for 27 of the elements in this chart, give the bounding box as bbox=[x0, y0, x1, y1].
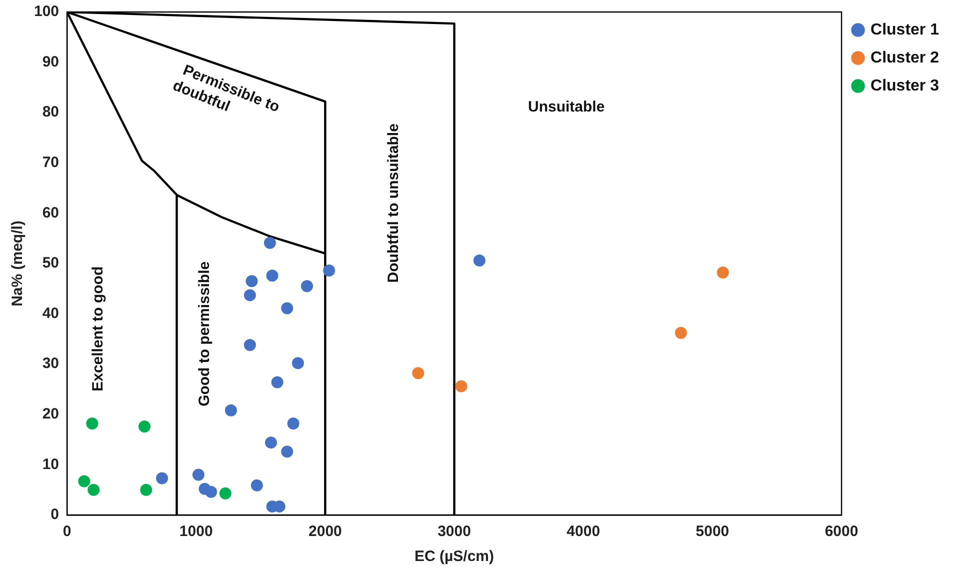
x-tick-label: 3000 bbox=[438, 523, 471, 540]
annotation: Unsuitable bbox=[528, 98, 605, 116]
x-tick-label: 1000 bbox=[179, 523, 213, 540]
y-tick-label: 10 bbox=[42, 456, 60, 473]
y-axis-title: Na% (meq/l) bbox=[9, 220, 26, 306]
legend-label: Cluster 1 bbox=[870, 21, 940, 38]
x-tick-label: 0 bbox=[62, 523, 72, 540]
y-tick-label: 40 bbox=[42, 304, 60, 322]
legend-label: Cluster 3 bbox=[870, 77, 940, 94]
y-tick-label: 100 bbox=[34, 3, 60, 20]
y-tick-label: 20 bbox=[42, 406, 60, 423]
y-tick-label: 30 bbox=[42, 355, 60, 372]
annotation: Doubtful to unsuitable bbox=[384, 124, 402, 283]
y-tick-label: 60 bbox=[42, 204, 60, 222]
x-tick-label: 5000 bbox=[696, 523, 730, 540]
x-axis-title: EC (µS/cm) bbox=[414, 548, 494, 566]
y-tick-label: 50 bbox=[42, 254, 60, 272]
x-tick-label: 6000 bbox=[824, 523, 858, 540]
annotation: Excellent to good bbox=[90, 266, 107, 392]
x-tick-label: 2000 bbox=[308, 523, 342, 540]
x-tick-label: 4000 bbox=[566, 523, 600, 540]
y-tick-label: 80 bbox=[42, 104, 60, 121]
y-tick-label: 70 bbox=[42, 154, 60, 172]
legend-label: Cluster 2 bbox=[870, 49, 940, 66]
y-tick-label: 90 bbox=[42, 53, 60, 70]
y-tick-label: 0 bbox=[50, 506, 60, 524]
annotation: Good to permissible bbox=[196, 261, 213, 406]
